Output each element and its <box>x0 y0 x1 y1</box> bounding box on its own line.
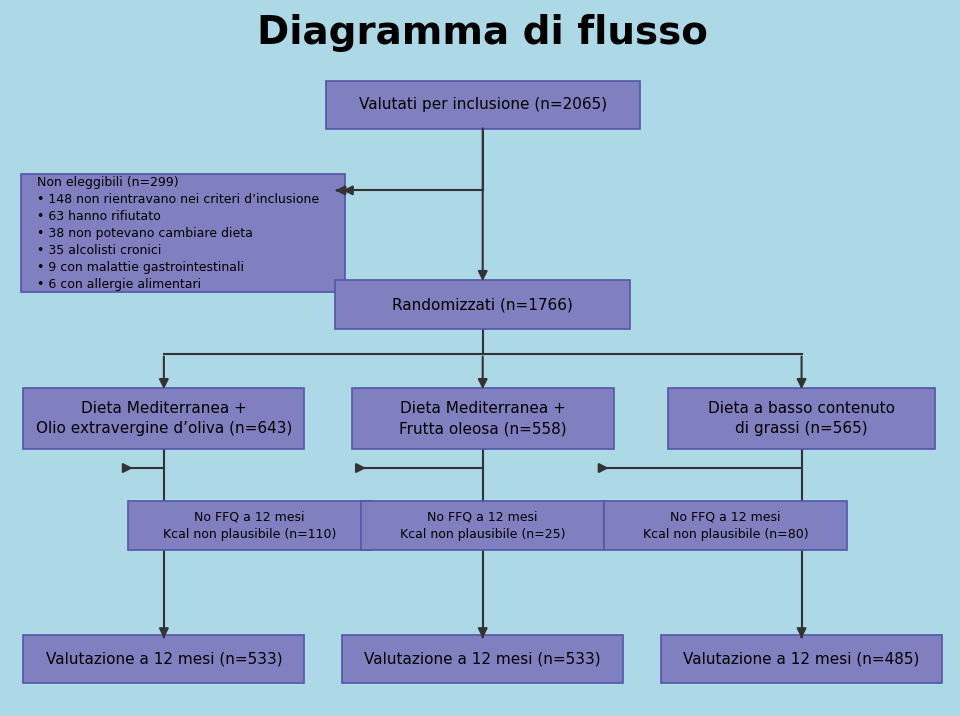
FancyBboxPatch shape <box>23 388 304 449</box>
Text: Non eleggibili (n=299)
• 148 non rientravano nei criteri d’inclusione
• 63 hanno: Non eleggibili (n=299) • 148 non rientra… <box>37 175 320 291</box>
Text: Valutazione a 12 mesi (n=533): Valutazione a 12 mesi (n=533) <box>45 652 282 667</box>
FancyBboxPatch shape <box>668 388 935 449</box>
Text: Randomizzati (n=1766): Randomizzati (n=1766) <box>393 297 573 312</box>
FancyBboxPatch shape <box>335 280 631 329</box>
FancyBboxPatch shape <box>343 634 623 683</box>
FancyBboxPatch shape <box>325 81 639 129</box>
FancyBboxPatch shape <box>361 501 604 550</box>
FancyBboxPatch shape <box>352 388 613 449</box>
FancyBboxPatch shape <box>21 174 345 292</box>
Text: No FFQ a 12 mesi
Kcal non plausibile (n=110): No FFQ a 12 mesi Kcal non plausibile (n=… <box>163 511 336 541</box>
Text: Diagramma di flusso: Diagramma di flusso <box>257 14 708 52</box>
FancyBboxPatch shape <box>23 634 304 683</box>
Text: Valutazione a 12 mesi (n=533): Valutazione a 12 mesi (n=533) <box>365 652 601 667</box>
Text: Dieta Mediterranea +
Olio extravergine d’oliva (n=643): Dieta Mediterranea + Olio extravergine d… <box>36 401 292 436</box>
FancyBboxPatch shape <box>129 501 371 550</box>
FancyBboxPatch shape <box>661 634 942 683</box>
Text: No FFQ a 12 mesi
Kcal non plausibile (n=80): No FFQ a 12 mesi Kcal non plausibile (n=… <box>642 511 808 541</box>
Text: Valutazione a 12 mesi (n=485): Valutazione a 12 mesi (n=485) <box>684 652 920 667</box>
Text: Dieta Mediterranea +
Frutta oleosa (n=558): Dieta Mediterranea + Frutta oleosa (n=55… <box>399 401 566 436</box>
Text: Valutati per inclusione (n=2065): Valutati per inclusione (n=2065) <box>359 97 607 112</box>
Text: No FFQ a 12 mesi
Kcal non plausibile (n=25): No FFQ a 12 mesi Kcal non plausibile (n=… <box>400 511 565 541</box>
FancyBboxPatch shape <box>604 501 847 550</box>
Text: Dieta a basso contenuto
di grassi (n=565): Dieta a basso contenuto di grassi (n=565… <box>708 401 895 436</box>
